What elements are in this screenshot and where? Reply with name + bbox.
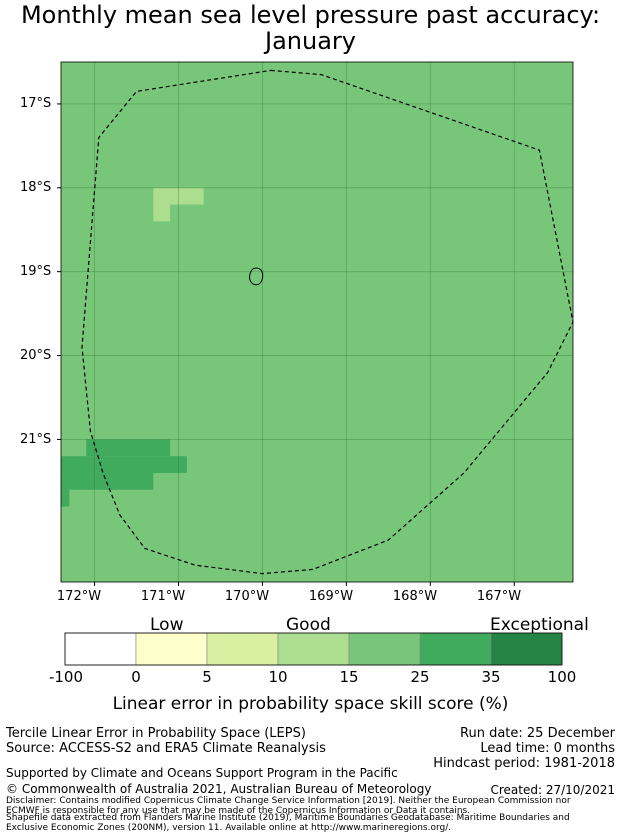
- skill-cell: [86, 439, 171, 457]
- skill-cell: [153, 187, 204, 205]
- category-exceptional: Exceptional: [490, 615, 589, 635]
- colorbar-segment: [277, 632, 350, 666]
- x-tick-label: 168°W: [392, 589, 438, 604]
- colorbar-segment: [490, 632, 563, 666]
- colorbar-tick: 100: [547, 668, 577, 686]
- skill-cell: [61, 456, 187, 473]
- y-tick-label: 19°S: [20, 264, 52, 279]
- chart-title-line-2: January: [265, 27, 356, 55]
- skill-cell: [61, 472, 154, 490]
- hindcast-period: Hindcast period: 1981-2018: [433, 756, 615, 771]
- colorbar-tick: 0: [131, 668, 141, 686]
- colorbar-segment: [348, 632, 421, 666]
- colorbar-segment: [135, 632, 208, 666]
- colorbar-tick: 25: [410, 668, 430, 686]
- colorbar-title: Linear error in probability space skill …: [112, 694, 509, 714]
- map-background: [61, 62, 573, 582]
- source-text: Source: ACCESS-S2 and ERA5 Climate Reana…: [6, 741, 326, 756]
- x-tick-label: 170°W: [224, 589, 270, 604]
- run-date: Run date: 25 December: [460, 726, 615, 741]
- support-text: Supported by Climate and Oceans Support …: [6, 766, 398, 780]
- y-tick-label: 18°S: [20, 180, 52, 195]
- x-tick-label: 167°W: [476, 589, 522, 604]
- lead-time: Lead time: 0 months: [480, 741, 615, 756]
- colorbar-segment: [206, 632, 279, 666]
- colorbar-segment: [64, 632, 137, 666]
- colorbar-tick: 15: [339, 668, 359, 686]
- y-tick-label: 17°S: [20, 96, 52, 111]
- category-good: Good: [286, 615, 331, 635]
- colorbar: [64, 632, 563, 666]
- method-text: Tercile Linear Error in Probability Spac…: [6, 726, 306, 741]
- disclaimer-line-1: Disclaimer: Contains modified Copernicus…: [6, 796, 571, 806]
- colorbar-tick: -100: [48, 668, 84, 686]
- shapefile-line-2: Exclusive Economic Zones (200NM), versio…: [6, 823, 452, 833]
- niue-island-outline: [249, 267, 264, 286]
- y-tick-label: 21°S: [20, 432, 52, 447]
- colorbar-frame: [64, 632, 563, 666]
- disclaimer-line-2: ECMWF is responsible for any use that ma…: [6, 806, 471, 816]
- map-frame: [60, 61, 574, 583]
- skill-map: [57, 61, 574, 586]
- skill-cell: [153, 204, 171, 222]
- x-tick-label: 172°W: [56, 589, 102, 604]
- colorbar-tick: 5: [202, 668, 212, 686]
- colorbar-tick: 10: [268, 668, 288, 686]
- skill-cell: [61, 489, 70, 507]
- colorbar-tick: 35: [481, 668, 501, 686]
- chart-title-line-1: Monthly mean sea level pressure past acc…: [20, 1, 601, 29]
- x-tick-label: 169°W: [308, 589, 354, 604]
- eez-boundary: [81, 69, 574, 575]
- category-low: Low: [150, 615, 184, 635]
- y-tick-label: 20°S: [20, 348, 52, 363]
- shapefile-line-1: Shapefile data extracted from Flanders M…: [6, 813, 570, 823]
- created-date: Created: 27/10/2021: [490, 783, 615, 797]
- copyright-text: © Commonwealth of Australia 2021, Austra…: [6, 782, 432, 796]
- colorbar-segment: [419, 632, 492, 666]
- x-tick-label: 171°W: [140, 589, 186, 604]
